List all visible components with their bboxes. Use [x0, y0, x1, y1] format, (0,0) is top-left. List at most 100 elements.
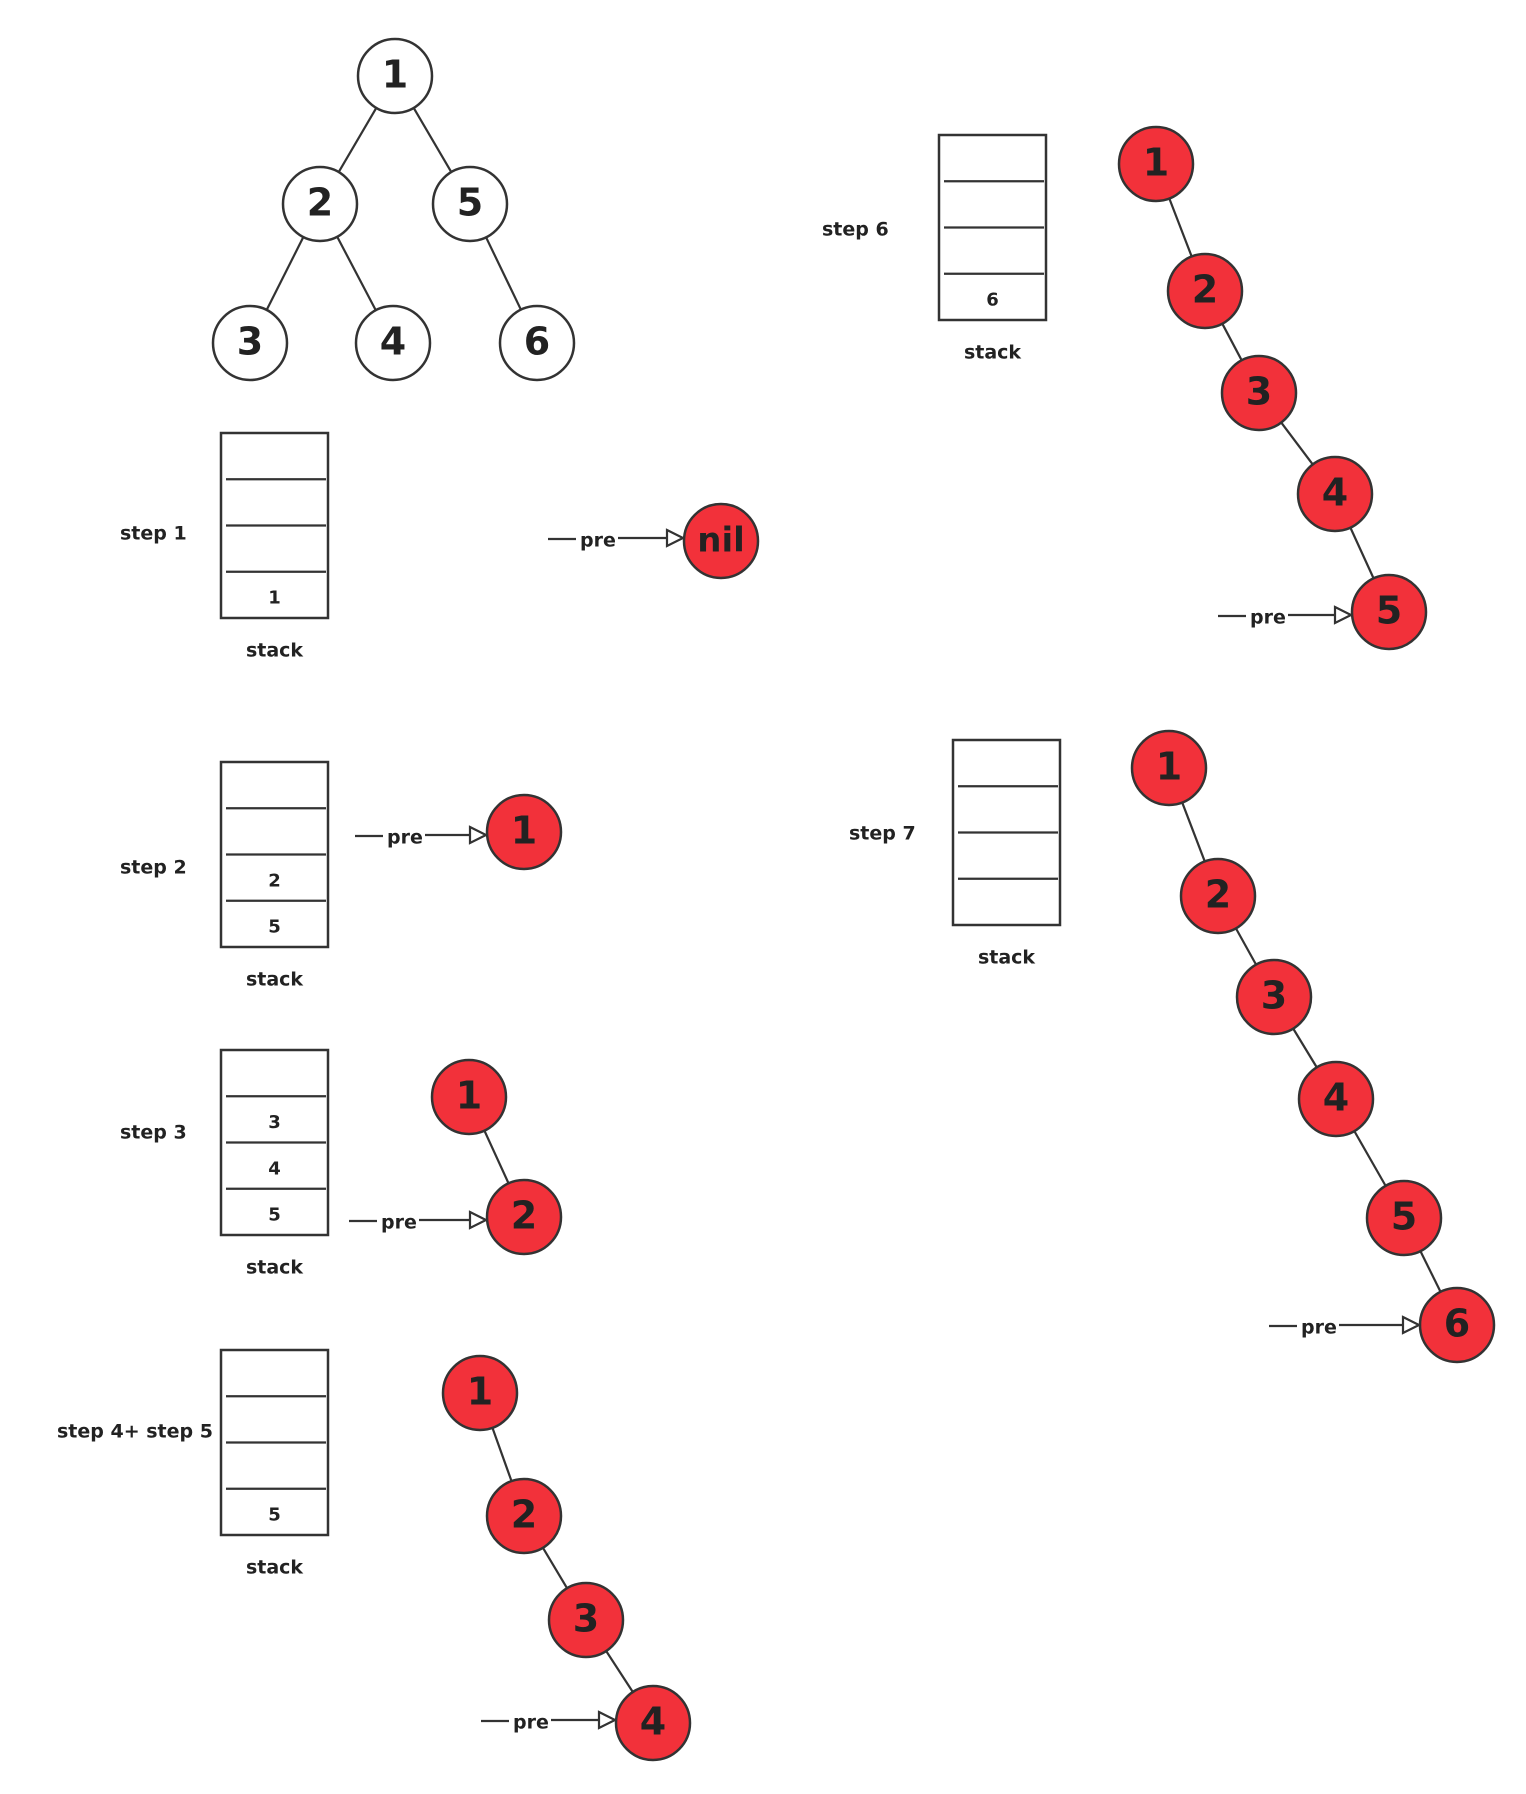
chain-node: 1	[430, 1058, 508, 1136]
chain-node: 2	[485, 1477, 563, 1555]
stack-box	[951, 738, 1062, 927]
chain-node-label: 6	[1444, 1302, 1470, 1346]
chain-edge	[1221, 323, 1243, 361]
chain-node: 1	[485, 793, 563, 871]
pre-pointer-arrowhead	[597, 1710, 618, 1730]
step-4-group: step 4+ step 5 5 stack 1 2 3 4 pre	[57, 1348, 692, 1762]
chain-node-label: 5	[1391, 1195, 1417, 1239]
chain-node: 3	[1220, 354, 1298, 432]
stack-box: 3 4 5	[219, 1048, 330, 1237]
stack-cell-value: 3	[268, 1112, 281, 1133]
chain-edge	[1234, 927, 1258, 966]
step-label: step 3	[120, 1122, 187, 1144]
pre-pointer: pre	[1218, 605, 1354, 629]
tree-node-circle	[211, 304, 289, 382]
tree-node: 6	[498, 304, 576, 382]
chain-edge	[1280, 421, 1314, 466]
chain-node: 2	[1179, 857, 1257, 935]
tree-node-label: 4	[380, 320, 406, 364]
pre-pointer: pre	[481, 1710, 618, 1734]
chain-edge	[1181, 802, 1206, 862]
tree-node-circle	[356, 37, 434, 115]
chain-node-circle	[1235, 958, 1313, 1036]
chain-node-label: 1	[467, 1370, 493, 1414]
chain-node: nil	[682, 502, 760, 580]
tree-node-label: 5	[457, 181, 483, 225]
chain-node-label: 2	[1192, 268, 1218, 312]
step-label: step 2	[120, 857, 187, 879]
chain-node-label: 4	[1322, 471, 1348, 515]
chain-edge	[491, 1427, 513, 1482]
chain-node-label: 4	[640, 1700, 666, 1744]
tree-node-label: 2	[307, 181, 333, 225]
stack-box: 25	[219, 760, 330, 949]
chain-node: 4	[614, 1684, 692, 1762]
stack-box: 1	[219, 431, 330, 620]
tree-node-circle	[498, 304, 576, 382]
stack-cell-value: 1	[268, 588, 281, 609]
chain-edge	[483, 1130, 510, 1184]
stack-caption: stack	[978, 947, 1035, 969]
chain-node-circle	[430, 1058, 508, 1136]
chain-node-circle	[485, 1477, 563, 1555]
tree-node-circle	[354, 304, 432, 382]
pre-pointer-label: pre	[1250, 607, 1286, 629]
chain-edge	[1292, 1028, 1318, 1068]
chain-node: 4	[1296, 455, 1374, 533]
step-5-group: step 6 6 stack 1 2 3 4 5 pre	[822, 125, 1428, 651]
step-label: step 4+ step 5	[57, 1421, 213, 1443]
chain-node: 4	[1297, 1060, 1375, 1138]
chain-node: 1	[1130, 729, 1208, 807]
chain-edge	[1419, 1250, 1442, 1293]
tree-edge	[265, 236, 305, 311]
chain-node: 5	[1365, 1179, 1443, 1257]
chain-node-label: 1	[1156, 745, 1182, 789]
chain-node-label: 3	[1261, 974, 1287, 1018]
pre-pointer-label: pre	[580, 530, 616, 552]
tree-node-label: 6	[524, 320, 550, 364]
pre-pointer-arrowhead	[468, 1210, 489, 1230]
tree-node: 3	[211, 304, 289, 382]
chain-node-circle	[1130, 729, 1208, 807]
pre-pointer-label: pre	[381, 1212, 417, 1234]
chain-node-label: 2	[511, 1493, 537, 1537]
step-3-group: step 3 3 4 5 stack 1 2 pre	[120, 1048, 563, 1279]
tree-node: 4	[354, 304, 432, 382]
chain-node-circle	[614, 1684, 692, 1762]
tree-edge	[485, 236, 522, 311]
pre-pointer: pre	[1269, 1315, 1422, 1339]
chain-node-circle	[547, 1581, 625, 1659]
step-label: step 1	[120, 523, 187, 545]
pre-pointer-arrowhead	[1333, 605, 1354, 625]
chain-node-circle	[1179, 857, 1257, 935]
stack-caption: stack	[964, 342, 1021, 364]
chain-node-label: 1	[1143, 141, 1169, 185]
stack-box: 5	[219, 1348, 330, 1537]
chain-node-circle	[485, 793, 563, 871]
tree-node-circle	[281, 165, 359, 243]
chain-node-label: nil	[697, 521, 745, 561]
chain-node-circle	[441, 1354, 519, 1432]
pre-pointer-label: pre	[387, 827, 423, 849]
pre-pointer-arrowhead	[665, 528, 686, 548]
pre-pointer-label: pre	[513, 1712, 549, 1734]
step-label: step 6	[822, 219, 889, 241]
tree-node-label: 1	[382, 53, 408, 97]
chain-node-circle	[485, 1178, 563, 1256]
chain-node-circle	[1297, 1060, 1375, 1138]
chain-node-label: 5	[1376, 589, 1402, 633]
tree-edge	[336, 236, 377, 311]
chain-edge	[542, 1547, 568, 1589]
tree-edge	[337, 107, 378, 173]
pre-pointer: pre	[355, 825, 489, 849]
chain-node-circle	[1365, 1179, 1443, 1257]
stack-caption: stack	[246, 640, 303, 662]
chain-node: 1	[1117, 125, 1195, 203]
chain-node-label: 3	[573, 1597, 599, 1641]
tree-node-label: 3	[237, 320, 263, 364]
step-label: step 7	[849, 823, 916, 845]
chain-edge	[1349, 527, 1375, 579]
